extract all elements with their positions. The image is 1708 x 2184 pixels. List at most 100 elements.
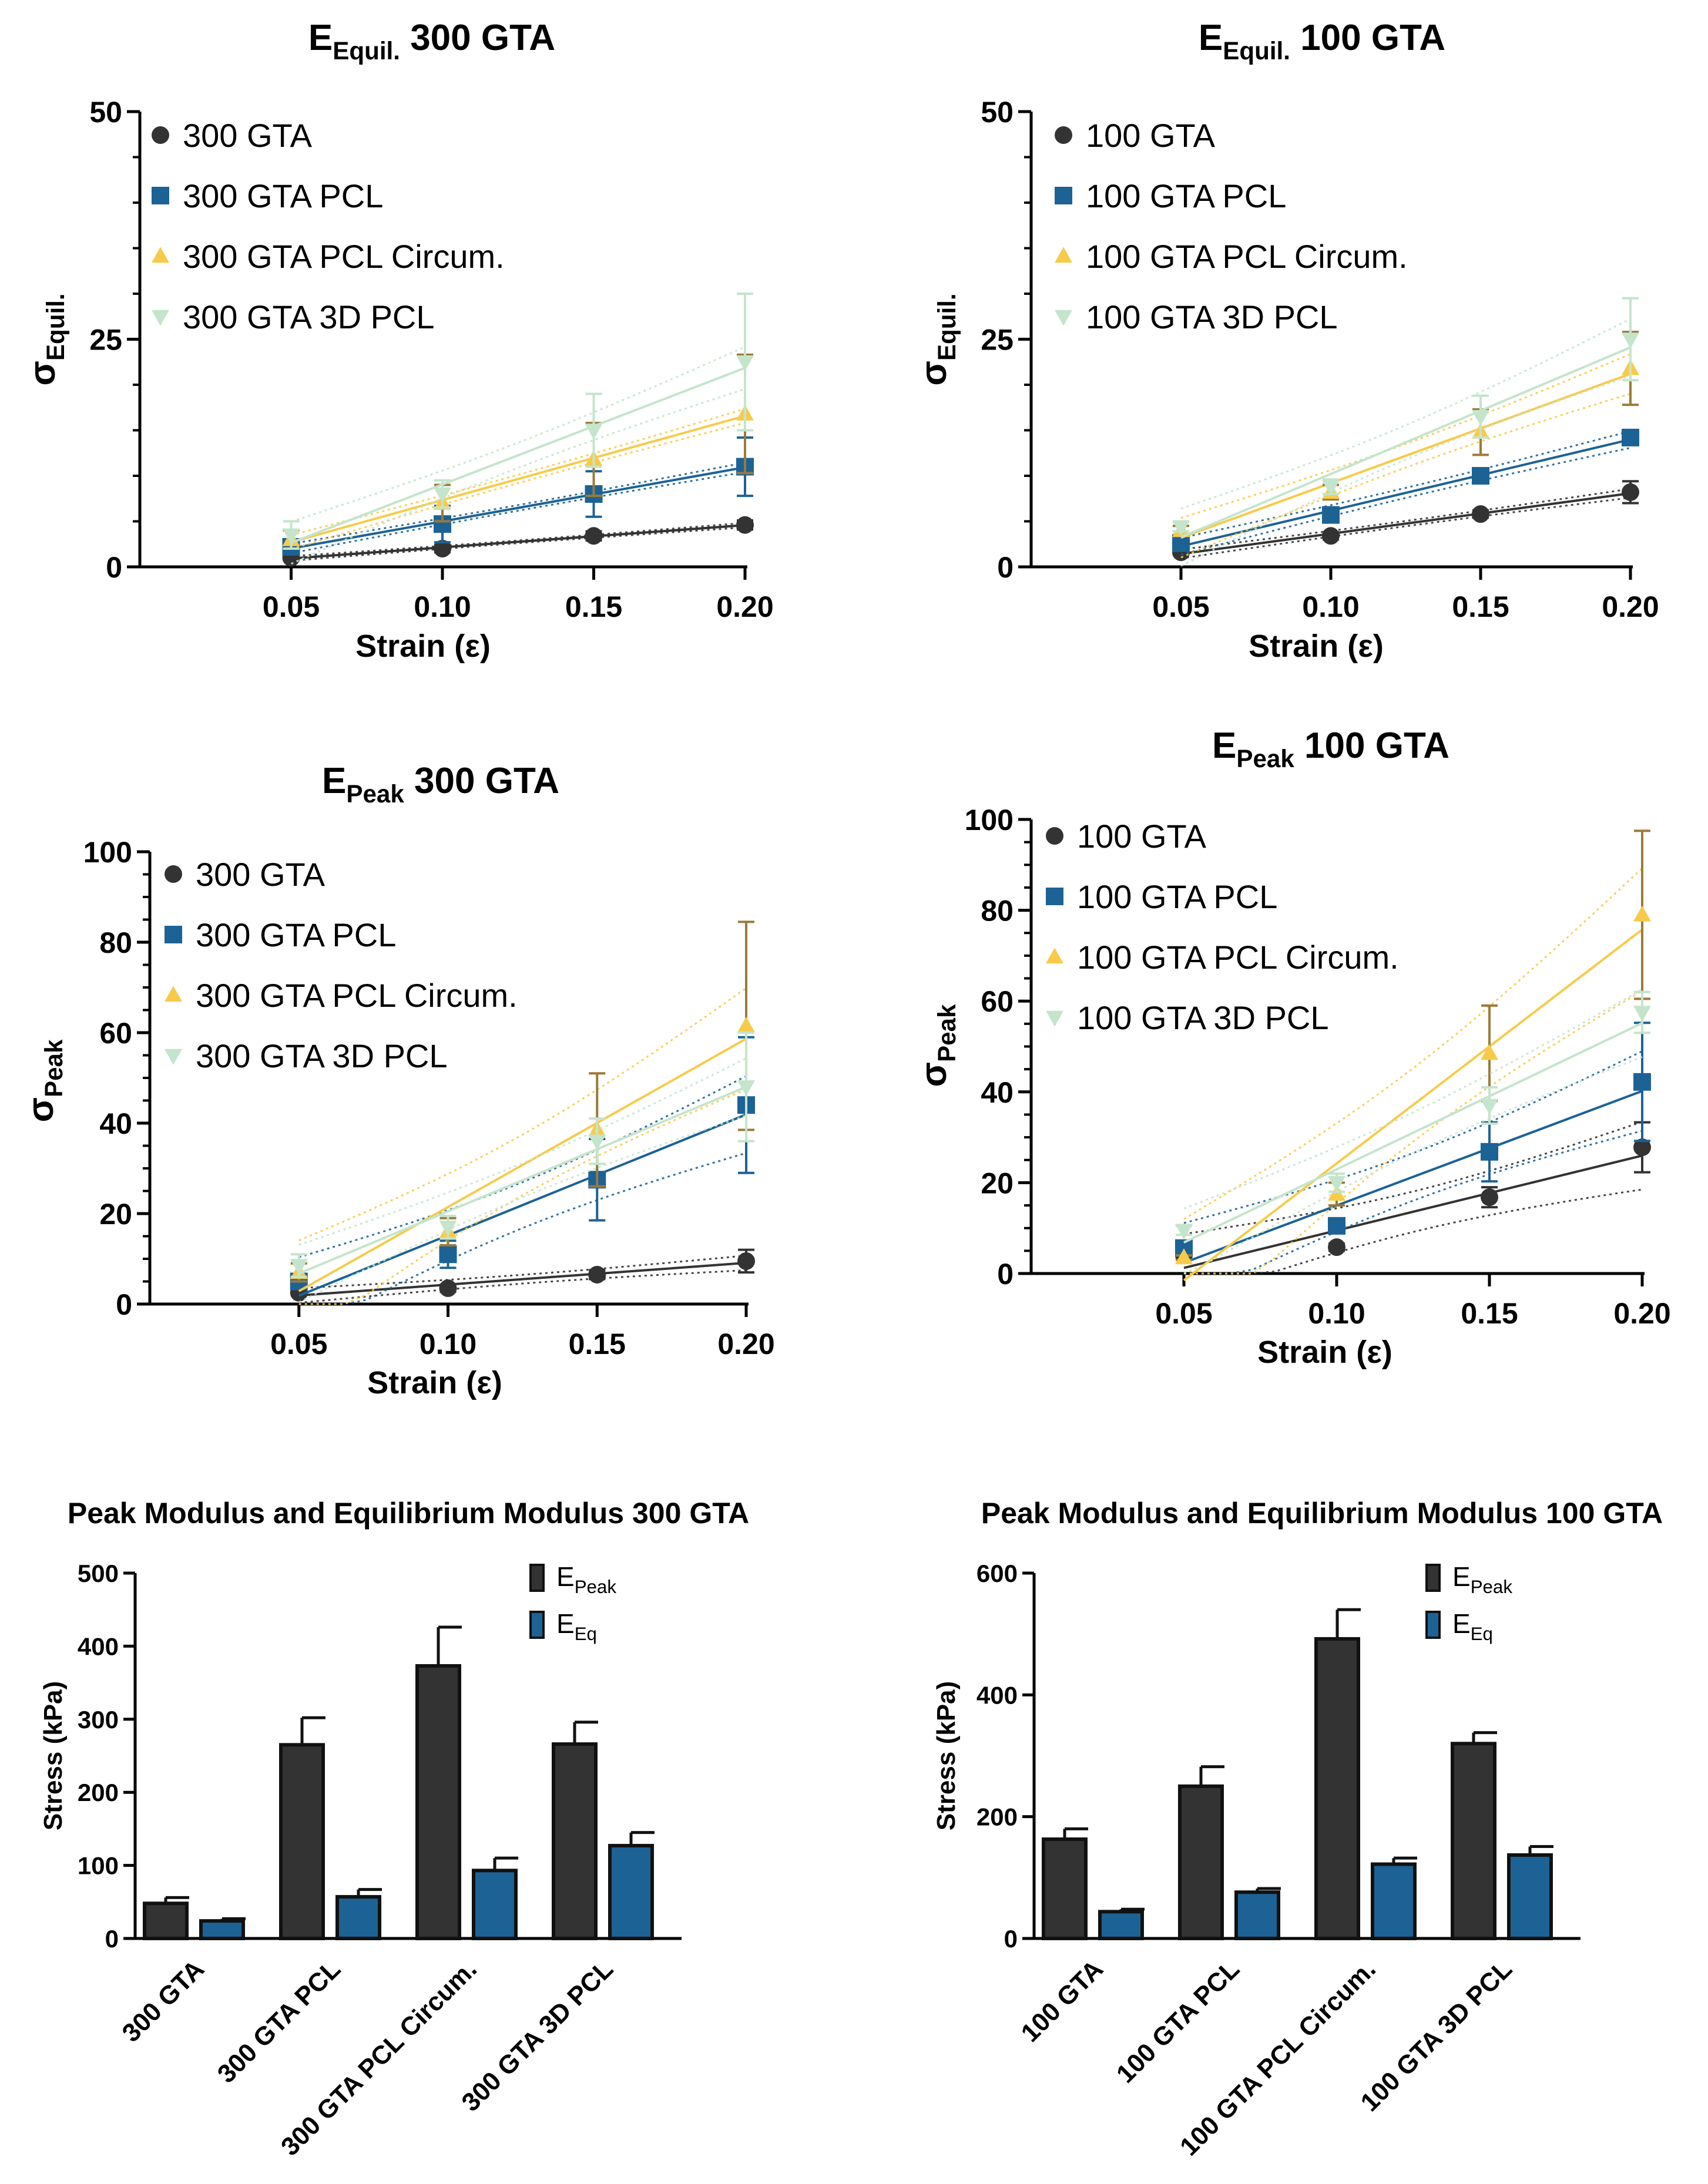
- bar: [1042, 1837, 1088, 1941]
- y-tick-label: 100: [965, 804, 1014, 836]
- legend-swatch: [1425, 1564, 1441, 1592]
- panel-title-rest: 300 GTA: [404, 761, 559, 801]
- series-4: [290, 1031, 755, 1303]
- data-point: [434, 540, 451, 557]
- legend-marker: [165, 986, 182, 1002]
- panel-title-sub: Peak: [1236, 745, 1294, 772]
- legend-label: EPeak: [556, 1561, 616, 1597]
- data-point: [1175, 1224, 1193, 1240]
- y-tick-label: 400: [78, 1632, 119, 1660]
- y-tick-label: 100: [78, 1852, 119, 1880]
- x-tick-label: 0.20: [1613, 1297, 1670, 1330]
- y-tick-label: 40: [981, 1076, 1014, 1109]
- legend-marker: [1046, 1010, 1063, 1027]
- fit-line: [298, 1086, 747, 1275]
- bar: [1451, 1742, 1496, 1940]
- fit-line: [1180, 372, 1631, 539]
- category-label: 100 GTA: [1016, 1954, 1109, 2048]
- data-point: [1633, 905, 1651, 922]
- series-3: [290, 920, 755, 1305]
- x-axis-label: Strain (ε): [367, 1365, 502, 1400]
- y-tick-label: 80: [99, 926, 132, 959]
- y-tick-label: 400: [977, 1681, 1018, 1709]
- legend-marker: [165, 865, 182, 883]
- y-tick-label: 50: [89, 96, 122, 129]
- data-point: [1622, 332, 1639, 349]
- legend-label: 100 GTA: [1086, 117, 1216, 154]
- data-point: [736, 355, 754, 371]
- bar-panel-2: Peak Modulus and Equilibrium Modulus 100…: [932, 1497, 1663, 2162]
- y-axis-label-sub: Peak: [40, 1039, 68, 1097]
- confidence-band-upper: [1180, 353, 1631, 519]
- confidence-band-lower: [298, 1088, 747, 1305]
- data-point: [290, 1259, 308, 1275]
- confidence-band-lower: [291, 526, 746, 562]
- data-point: [585, 527, 603, 545]
- data-point: [1322, 480, 1340, 496]
- y-axis-label-sub: Equil.: [42, 293, 69, 361]
- confidence-band-lower: [1184, 990, 1643, 1275]
- y-tick-label: 20: [981, 1167, 1014, 1199]
- x-tick-label: 0.15: [565, 590, 622, 623]
- y-axis-label-main: σ: [22, 361, 63, 385]
- x-tick-label: 0.10: [1308, 1297, 1365, 1330]
- bar: [1314, 1637, 1360, 1940]
- bar: [1178, 1784, 1224, 1940]
- legend-label: EEq: [1452, 1608, 1493, 1644]
- legend-label: 100 GTA PCL: [1086, 177, 1286, 214]
- x-tick-label: 0.15: [1461, 1297, 1518, 1330]
- confidence-band-upper: [1183, 1050, 1643, 1224]
- data-point: [1472, 467, 1489, 485]
- legend: 300 GTA 300 GTA PCL 300 GTA PCL Circum. 300…: [152, 117, 505, 335]
- legend-marker: [1055, 247, 1072, 263]
- bar: [1234, 1890, 1280, 1941]
- fit-line: [291, 524, 746, 560]
- data-point: [1472, 505, 1489, 523]
- data-point: [1622, 428, 1639, 446]
- legend-marker: [165, 926, 182, 943]
- series-4: [282, 293, 754, 565]
- panel-title-main: E: [322, 761, 346, 801]
- data-point: [1633, 1073, 1651, 1091]
- fit-line: [290, 367, 746, 544]
- y-axis-label: σPeak: [21, 1039, 68, 1122]
- bar-chart-title: Peak Modulus and Equilibrium Modulus 100…: [981, 1497, 1663, 1530]
- confidence-band-lower: [1180, 392, 1631, 559]
- x-tick-label: 0.20: [717, 1328, 774, 1360]
- x-tick-label: 0.15: [1452, 590, 1509, 623]
- bar: [279, 1743, 325, 1941]
- bar: [1098, 1910, 1144, 1941]
- x-axis-label: Strain (ε): [1249, 629, 1384, 664]
- legend-label: 300 GTA PCL: [196, 916, 396, 953]
- y-axis-label: σPeak: [914, 1004, 961, 1087]
- legend-marker: [1046, 947, 1063, 964]
- confidence-band-lower: [1180, 446, 1631, 556]
- panel-title: EPeak 300 GTA: [322, 761, 559, 808]
- legend-label: 300 GTA 3D PCL: [183, 298, 435, 335]
- y-axis-label-sub: Peak: [933, 1004, 961, 1062]
- legend-label: 100 GTA PCL: [1077, 878, 1277, 915]
- legend-label: 300 GTA: [196, 856, 326, 893]
- panel-title: EEquil. 100 GTA: [1199, 18, 1445, 65]
- y-tick-label: 0: [997, 1258, 1014, 1291]
- series-4: [1175, 988, 1651, 1275]
- confidence-band-lower: [298, 1269, 747, 1304]
- legend-marker: [152, 187, 169, 204]
- data-point: [588, 1134, 606, 1151]
- y-tick-label: 60: [981, 985, 1014, 1018]
- legend-label-main: E: [1452, 1561, 1471, 1592]
- panel-title-sub: Equil.: [333, 37, 400, 65]
- y-axis-label-main: σ: [914, 1062, 954, 1087]
- y-tick-label: 80: [981, 895, 1014, 928]
- legend-label-sub: Eq: [575, 1624, 597, 1644]
- panel-title-sub: Peak: [346, 780, 404, 808]
- y-tick-label: 0: [1004, 1925, 1018, 1953]
- y-axis-label: σEquil.: [914, 293, 961, 385]
- confidence-band-lower: [1183, 1056, 1643, 1275]
- x-tick-label: 0.05: [263, 590, 320, 623]
- y-axis-label: σEquil.: [22, 293, 69, 385]
- confidence-band-lower: [290, 388, 746, 565]
- legend-marker: [1046, 827, 1063, 845]
